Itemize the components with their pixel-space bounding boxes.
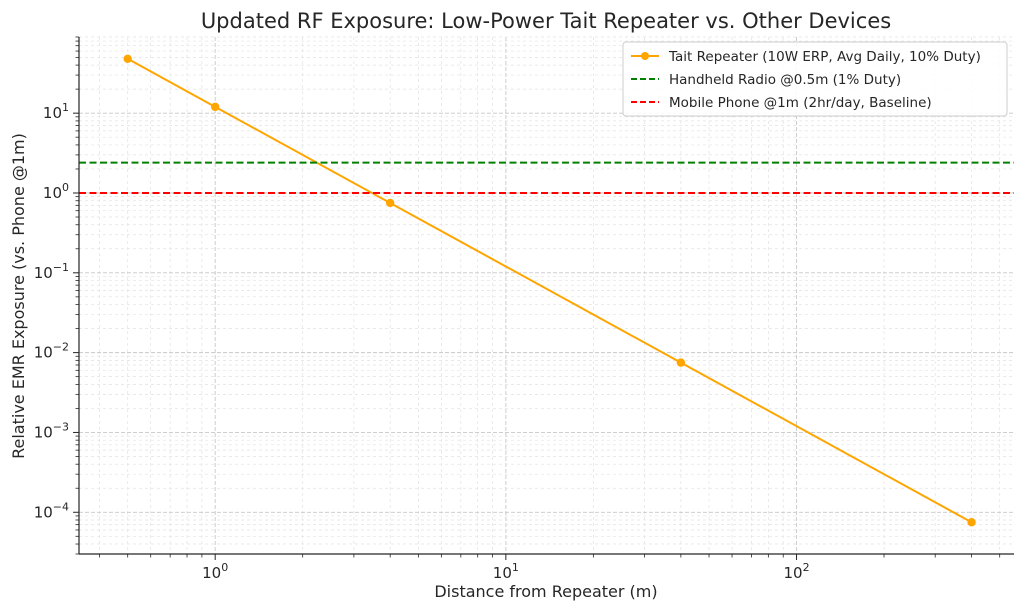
axes — [73, 36, 1014, 560]
x-tick-label: 101 — [493, 561, 519, 582]
y-tick-label: 101 — [43, 101, 69, 122]
data-point — [210, 102, 220, 112]
grid — [79, 36, 1014, 555]
legend: Tait Repeater (10W ERP, Avg Daily, 10% D… — [622, 41, 1008, 117]
data-point — [123, 54, 132, 63]
x-axis-label: Distance from Repeater (m) — [434, 582, 657, 601]
data-point — [385, 198, 395, 208]
data-point — [676, 358, 686, 367]
y-tick-label: 10−1 — [34, 261, 69, 282]
legend-marker — [641, 52, 649, 60]
legend-label: Mobile Phone @1m (2hr/day, Baseline) — [669, 95, 932, 111]
y-axis-label: Relative EMR Exposure (vs. Phone @1m) — [9, 133, 28, 459]
data-point — [967, 518, 976, 527]
y-tick-label: 100 — [43, 181, 69, 202]
x-tick-label: 102 — [783, 561, 809, 582]
ticks: 100 101 102 101 100 10−1 10−2 10−3 10−4 — [34, 101, 810, 582]
y-tick-label: 10−4 — [34, 500, 69, 521]
chart-title: Updated RF Exposure: Low-Power Tait Repe… — [201, 9, 891, 33]
x-tick-label: 100 — [202, 561, 228, 582]
legend-label: Tait Repeater (10W ERP, Avg Daily, 10% D… — [668, 49, 981, 65]
series-layer — [79, 54, 1014, 527]
legend-label: Handheld Radio @0.5m (1% Duty) — [669, 72, 901, 88]
y-tick-label: 10−3 — [34, 420, 69, 441]
y-tick-label: 10−2 — [34, 341, 69, 362]
legend-box — [622, 41, 1008, 117]
